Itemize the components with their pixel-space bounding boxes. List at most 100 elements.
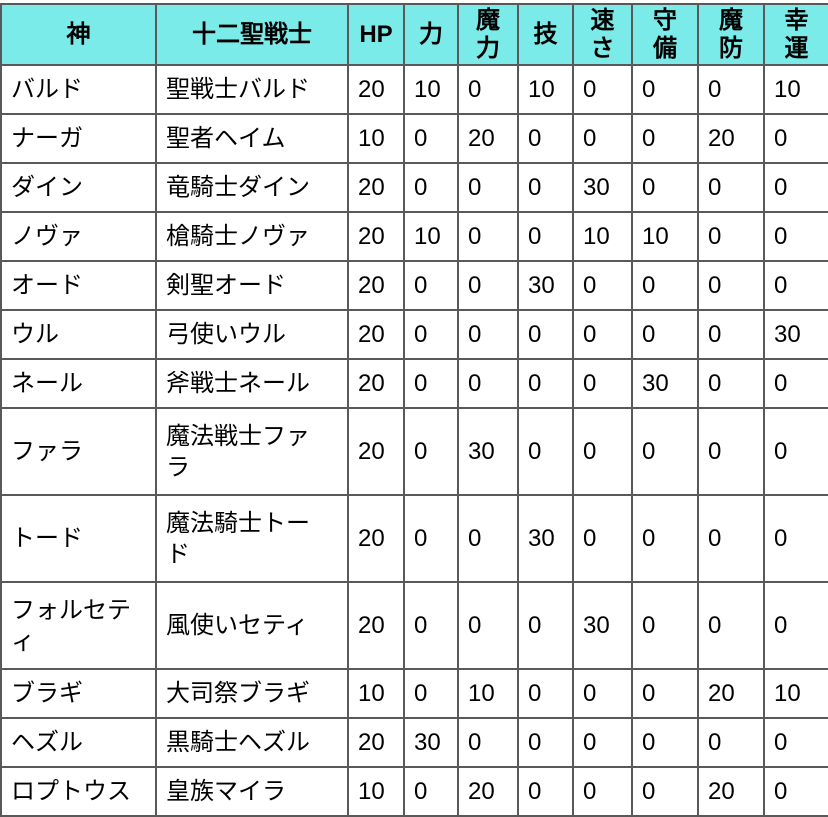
cell-skl: 0 <box>517 358 574 410</box>
cell-str: 0 <box>403 113 459 165</box>
cell-skl: 0 <box>517 113 574 165</box>
cell-hp: 20 <box>347 211 405 263</box>
cell-str: 0 <box>403 668 459 720</box>
cell-str: 30 <box>403 717 459 769</box>
cell-res: 0 <box>697 211 765 263</box>
table-row: バルド 聖戦士バルド 20 10 0 10 0 0 0 10 <box>0 64 828 116</box>
cell-warrior: 槍騎士ノヴァ <box>155 211 349 263</box>
column-header-str: 力 <box>403 2 459 67</box>
cell-spd: 0 <box>572 64 633 116</box>
cell-str: 0 <box>403 309 459 361</box>
cell-warrior: 聖戦士バルド <box>155 64 349 116</box>
cell-spd: 0 <box>572 309 633 361</box>
cell-hp: 20 <box>347 581 405 671</box>
cell-str: 0 <box>403 358 459 410</box>
cell-god: トード <box>0 494 157 584</box>
cell-str: 0 <box>403 494 459 584</box>
cell-def: 10 <box>631 211 699 263</box>
cell-god: ウル <box>0 309 157 361</box>
cell-skl: 0 <box>517 766 574 817</box>
cell-lck: 0 <box>763 358 828 410</box>
cell-mag: 0 <box>457 162 519 214</box>
cell-res: 0 <box>697 717 765 769</box>
cell-res: 0 <box>697 358 765 410</box>
cell-def: 0 <box>631 309 699 361</box>
table-row: フォルセテ ィ風使いセティ 20 0 0 0 30 0 0 0 <box>0 581 828 671</box>
cell-warrior: 剣聖オード <box>155 260 349 312</box>
cell-god: ヘズル <box>0 717 157 769</box>
table-header: 神 十二聖戦士 HP 力 魔 力 技 速 さ 守 備 魔 防 幸 運 <box>0 2 828 67</box>
cell-spd: 0 <box>572 668 633 720</box>
table-row: ダイン 竜騎士ダイン 20 0 0 0 30 0 0 0 <box>0 162 828 214</box>
cell-lck: 0 <box>763 717 828 769</box>
cell-god: バルド <box>0 64 157 116</box>
cell-def: 0 <box>631 260 699 312</box>
cell-def: 0 <box>631 494 699 584</box>
cell-lck: 0 <box>763 113 828 165</box>
table-row: ナーガ 聖者ヘイム 10 0 20 0 0 0 20 0 <box>0 113 828 165</box>
cell-def: 0 <box>631 64 699 116</box>
table-row: ファラ 魔法戦士ファ ラ 20 0 30 0 0 0 0 0 <box>0 407 828 497</box>
cell-def: 0 <box>631 717 699 769</box>
cell-warrior: 聖者ヘイム <box>155 113 349 165</box>
cell-lck: 0 <box>763 260 828 312</box>
cell-spd: 30 <box>572 581 633 671</box>
cell-warrior: 魔法騎士トー ド <box>155 494 349 584</box>
cell-def: 0 <box>631 113 699 165</box>
cell-res: 20 <box>697 766 765 817</box>
cell-warrior: 大司祭ブラギ <box>155 668 349 720</box>
cell-str: 0 <box>403 260 459 312</box>
cell-warrior: 黒騎士ヘズル <box>155 717 349 769</box>
cell-hp: 20 <box>347 260 405 312</box>
column-header-mag: 魔 力 <box>457 2 519 67</box>
cell-spd: 0 <box>572 717 633 769</box>
cell-god: ネール <box>0 358 157 410</box>
cell-hp: 10 <box>347 668 405 720</box>
cell-lck: 10 <box>763 668 828 720</box>
cell-mag: 20 <box>457 766 519 817</box>
cell-mag: 0 <box>457 717 519 769</box>
cell-def: 30 <box>631 358 699 410</box>
cell-mag: 0 <box>457 494 519 584</box>
cell-str: 0 <box>403 407 459 497</box>
cell-lck: 0 <box>763 211 828 263</box>
column-header-god: 神 <box>0 2 157 67</box>
cell-warrior: 弓使いウル <box>155 309 349 361</box>
cell-skl: 10 <box>517 64 574 116</box>
cell-spd: 10 <box>572 211 633 263</box>
cell-god: フォルセテ ィ <box>0 581 157 671</box>
table-row: オード 剣聖オード 20 0 0 30 0 0 0 0 <box>0 260 828 312</box>
cell-mag: 30 <box>457 407 519 497</box>
cell-skl: 0 <box>517 407 574 497</box>
cell-hp: 20 <box>347 358 405 410</box>
cell-warrior: 竜騎士ダイン <box>155 162 349 214</box>
cell-skl: 30 <box>517 494 574 584</box>
cell-lck: 30 <box>763 309 828 361</box>
cell-god: オード <box>0 260 157 312</box>
cell-res: 0 <box>697 581 765 671</box>
cell-hp: 10 <box>347 766 405 817</box>
cell-mag: 0 <box>457 64 519 116</box>
cell-res: 0 <box>697 407 765 497</box>
table-row: ブラギ 大司祭ブラギ 10 0 10 0 0 0 20 10 <box>0 668 828 720</box>
table-row: ネール 斧戦士ネール 20 0 0 0 0 30 0 0 <box>0 358 828 410</box>
cell-hp: 20 <box>347 407 405 497</box>
cell-warrior: 皇族マイラ <box>155 766 349 817</box>
cell-warrior: 風使いセティ <box>155 581 349 671</box>
column-header-lck: 幸 運 <box>763 2 828 67</box>
cell-mag: 0 <box>457 581 519 671</box>
cell-god: ブラギ <box>0 668 157 720</box>
table-row: ウル 弓使いウル 20 0 0 0 0 0 0 30 <box>0 309 828 361</box>
cell-warrior: 魔法戦士ファ ラ <box>155 407 349 497</box>
cell-mag: 0 <box>457 260 519 312</box>
cell-skl: 0 <box>517 211 574 263</box>
table-row: トード 魔法騎士トー ド 20 0 0 30 0 0 0 0 <box>0 494 828 584</box>
cell-spd: 0 <box>572 494 633 584</box>
cell-spd: 0 <box>572 358 633 410</box>
cell-def: 0 <box>631 162 699 214</box>
column-header-warrior: 十二聖戦士 <box>155 2 349 67</box>
table-row: ヘズル 黒騎士ヘズル 20 30 0 0 0 0 0 0 <box>0 717 828 769</box>
cell-skl: 0 <box>517 668 574 720</box>
cell-res: 0 <box>697 494 765 584</box>
cell-res: 0 <box>697 260 765 312</box>
